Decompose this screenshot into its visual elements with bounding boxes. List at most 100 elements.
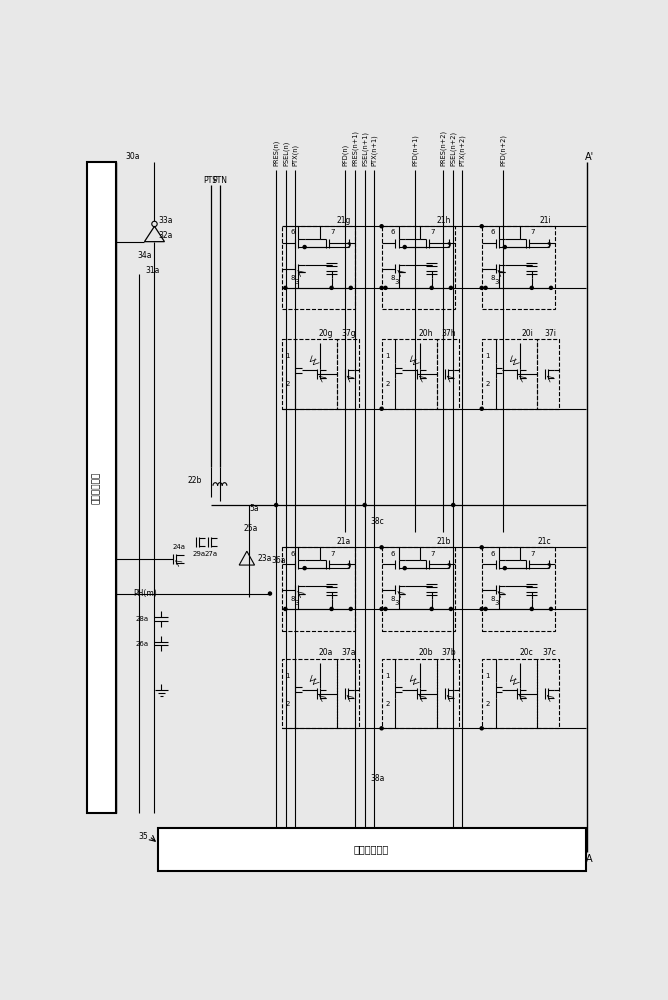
Text: 7: 7 bbox=[530, 551, 535, 557]
Text: 25a: 25a bbox=[244, 524, 258, 533]
Text: PFD(n+1): PFD(n+1) bbox=[411, 134, 418, 166]
Circle shape bbox=[330, 286, 333, 289]
Circle shape bbox=[384, 286, 387, 289]
Circle shape bbox=[530, 286, 533, 289]
Text: 6: 6 bbox=[390, 551, 395, 557]
Text: 20i: 20i bbox=[522, 329, 533, 338]
Circle shape bbox=[450, 607, 452, 610]
Text: PTS: PTS bbox=[204, 176, 218, 185]
Text: 8: 8 bbox=[490, 596, 495, 602]
Text: 38a: 38a bbox=[370, 774, 385, 783]
Text: 33a: 33a bbox=[158, 216, 173, 225]
Bar bbox=[381, 547, 455, 631]
Text: PTX(n): PTX(n) bbox=[292, 144, 299, 166]
Bar bbox=[381, 226, 455, 309]
Text: PFD(n): PFD(n) bbox=[342, 144, 349, 166]
Text: PTN: PTN bbox=[212, 176, 227, 185]
Bar bbox=[337, 659, 359, 728]
Bar bbox=[537, 339, 558, 409]
Circle shape bbox=[550, 607, 552, 610]
Text: 3: 3 bbox=[395, 600, 399, 606]
Text: PTX(n+1): PTX(n+1) bbox=[371, 134, 377, 166]
Text: 37h: 37h bbox=[442, 329, 456, 338]
Text: 7: 7 bbox=[330, 229, 335, 235]
Text: 3: 3 bbox=[295, 600, 299, 606]
Text: 3: 3 bbox=[495, 600, 500, 606]
Text: 2: 2 bbox=[385, 701, 390, 707]
Bar bbox=[437, 339, 459, 409]
Circle shape bbox=[349, 286, 352, 289]
Bar bbox=[88, 162, 116, 813]
Text: 9: 9 bbox=[346, 563, 351, 569]
Circle shape bbox=[503, 246, 506, 249]
Text: PTX(n+2): PTX(n+2) bbox=[459, 134, 466, 166]
Circle shape bbox=[380, 546, 383, 549]
Text: 8: 8 bbox=[390, 275, 395, 281]
Text: 1: 1 bbox=[285, 673, 290, 679]
Text: 8: 8 bbox=[490, 275, 495, 281]
Text: 26a: 26a bbox=[135, 641, 148, 647]
Text: 3: 3 bbox=[295, 279, 299, 285]
Text: PFD(n+2): PFD(n+2) bbox=[500, 134, 506, 166]
Circle shape bbox=[275, 503, 278, 507]
Text: 1: 1 bbox=[285, 353, 290, 359]
Text: 9: 9 bbox=[546, 242, 551, 248]
Text: 23a: 23a bbox=[258, 554, 272, 563]
Circle shape bbox=[480, 727, 483, 730]
Bar bbox=[281, 226, 355, 309]
Text: 6: 6 bbox=[490, 551, 495, 557]
Circle shape bbox=[530, 607, 533, 610]
Text: 37i: 37i bbox=[544, 329, 556, 338]
Text: 22b: 22b bbox=[188, 476, 202, 485]
Text: A: A bbox=[587, 854, 593, 864]
Text: PRES(n+2): PRES(n+2) bbox=[440, 130, 446, 166]
Text: 21g: 21g bbox=[337, 216, 351, 225]
Text: 9: 9 bbox=[346, 242, 351, 248]
Circle shape bbox=[484, 286, 487, 289]
Circle shape bbox=[363, 503, 366, 507]
Text: 3: 3 bbox=[495, 279, 500, 285]
Bar bbox=[482, 659, 537, 728]
Text: 8: 8 bbox=[290, 275, 295, 281]
Text: 3: 3 bbox=[395, 279, 399, 285]
Text: 29a: 29a bbox=[192, 551, 206, 557]
Text: 1: 1 bbox=[385, 353, 390, 359]
Circle shape bbox=[384, 607, 387, 610]
Circle shape bbox=[430, 286, 434, 289]
Text: 20a: 20a bbox=[319, 648, 333, 657]
Text: 20g: 20g bbox=[319, 329, 333, 338]
Text: 37a: 37a bbox=[342, 648, 356, 657]
Circle shape bbox=[480, 546, 483, 549]
Text: 24a: 24a bbox=[172, 544, 186, 550]
Text: PSEL(n): PSEL(n) bbox=[283, 141, 289, 166]
Text: 27a: 27a bbox=[204, 551, 217, 557]
Text: 2: 2 bbox=[385, 381, 390, 387]
Text: 6: 6 bbox=[290, 229, 295, 235]
Circle shape bbox=[380, 607, 383, 610]
Circle shape bbox=[503, 567, 506, 570]
Text: 21a: 21a bbox=[337, 537, 351, 546]
Text: 9: 9 bbox=[446, 563, 451, 569]
Bar bbox=[482, 547, 555, 631]
Text: 2: 2 bbox=[486, 701, 490, 707]
Text: 9: 9 bbox=[546, 563, 551, 569]
Bar bbox=[482, 339, 537, 409]
Text: 21c: 21c bbox=[537, 537, 551, 546]
Circle shape bbox=[480, 407, 483, 410]
Text: 2: 2 bbox=[486, 381, 490, 387]
Text: 21b: 21b bbox=[437, 537, 451, 546]
Text: PSEL(n+2): PSEL(n+2) bbox=[450, 131, 456, 166]
Circle shape bbox=[550, 286, 552, 289]
Text: 7: 7 bbox=[430, 229, 435, 235]
Circle shape bbox=[484, 607, 487, 610]
Text: 6: 6 bbox=[390, 229, 395, 235]
Text: A': A' bbox=[585, 152, 594, 162]
Circle shape bbox=[380, 407, 383, 410]
Text: 7: 7 bbox=[430, 551, 435, 557]
Text: 20c: 20c bbox=[520, 648, 533, 657]
Text: 30a: 30a bbox=[125, 152, 140, 161]
Text: 8: 8 bbox=[390, 596, 395, 602]
Bar bbox=[281, 547, 355, 631]
Circle shape bbox=[269, 592, 271, 595]
Text: 37g: 37g bbox=[341, 329, 356, 338]
